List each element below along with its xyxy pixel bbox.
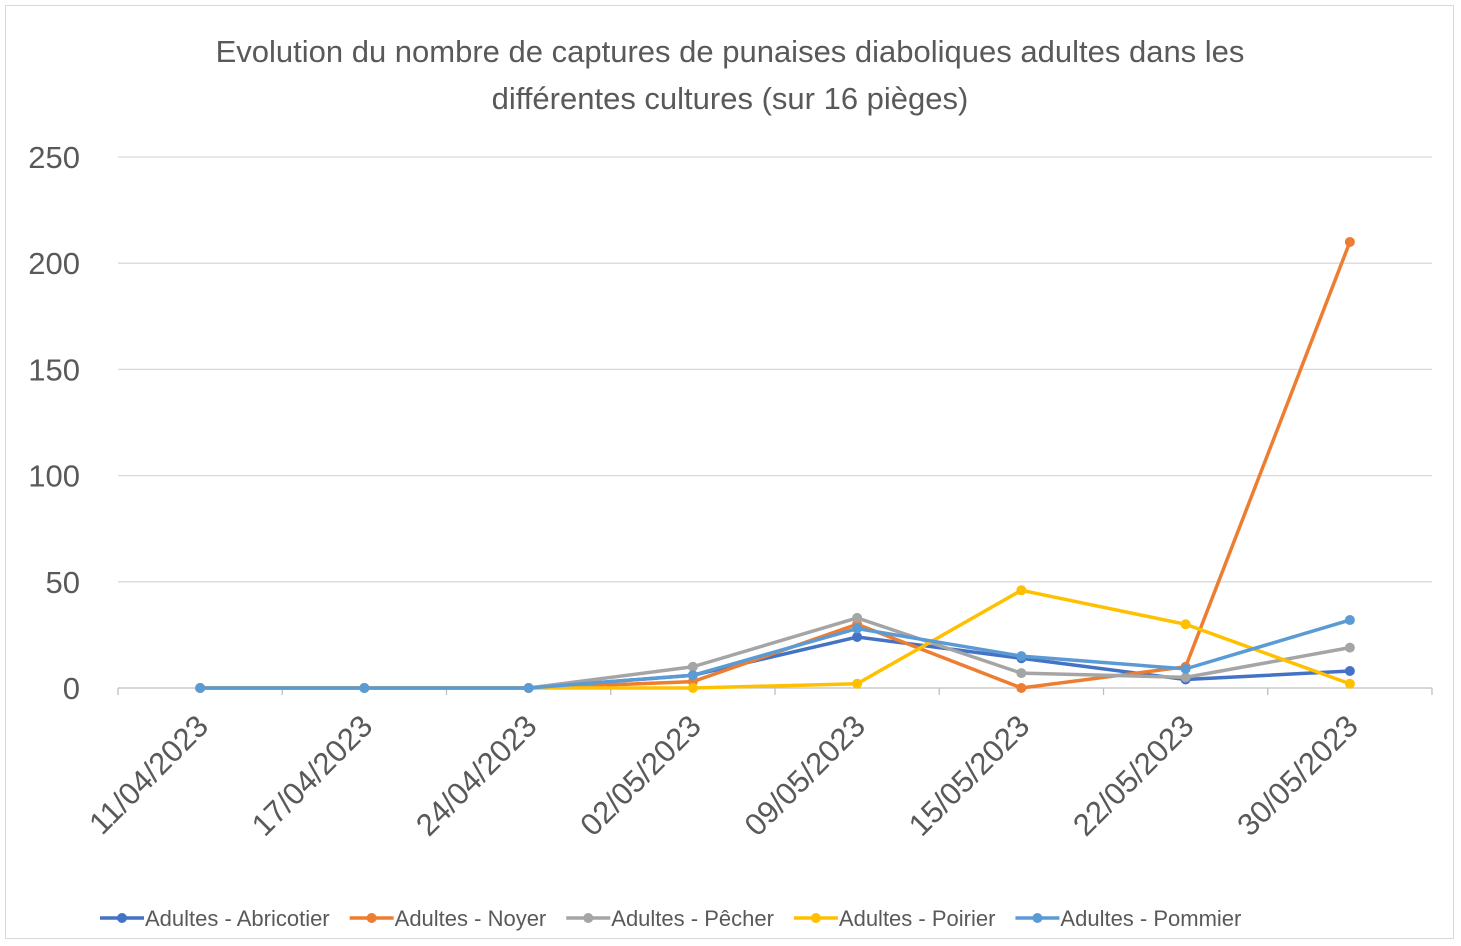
- y-tick-label: 100: [28, 459, 80, 494]
- legend-marker: [1032, 913, 1043, 923]
- series-marker: [687, 670, 698, 681]
- series-marker: [852, 612, 863, 623]
- series-line: [200, 618, 1351, 690]
- legend-marker: [117, 913, 127, 923]
- y-tick-label: 50: [46, 565, 80, 600]
- y-tick-label: 200: [28, 246, 80, 281]
- legend-marker: [583, 913, 594, 923]
- legend-label: Adultes - Noyer: [395, 906, 547, 931]
- series-marker: [359, 683, 370, 693]
- series-marker: [1180, 672, 1191, 683]
- y-tick-label: 250: [28, 140, 80, 175]
- series-marker: [1344, 615, 1355, 626]
- series-marker: [195, 683, 206, 693]
- x-tick-label: 02/05/2023: [573, 708, 707, 842]
- legend-label: Adultes - Abricotier: [145, 906, 330, 931]
- x-tick-label: 30/05/2023: [1230, 708, 1364, 842]
- series-marker: [1344, 666, 1355, 677]
- legend-label: Adultes - Pommier: [1060, 906, 1241, 931]
- x-tick-label: 24/04/2023: [409, 708, 543, 842]
- series-line: [200, 588, 1351, 690]
- legend-label: Adultes - Poirier: [839, 906, 996, 931]
- series-marker: [852, 632, 863, 643]
- series-marker: [1016, 651, 1027, 662]
- series-marker: [852, 678, 863, 689]
- series-marker: [1344, 678, 1355, 689]
- legend-label: Adultes - Pêcher: [611, 906, 774, 931]
- x-tick-label: 09/05/2023: [738, 708, 872, 842]
- chart-title: Evolution du nombre de captures de punai…: [215, 34, 1245, 116]
- series-marker: [523, 683, 534, 693]
- series-marker: [852, 623, 863, 634]
- x-tick-label: 15/05/2023: [902, 708, 1036, 842]
- y-tick-label: 0: [63, 671, 80, 706]
- series-marker: [687, 661, 698, 672]
- series-marker: [1344, 236, 1355, 247]
- series-marker: [1180, 663, 1191, 674]
- y-tick-label: 150: [28, 352, 80, 387]
- series-marker: [687, 683, 698, 693]
- series-marker: [1180, 619, 1191, 630]
- series-marker: [1016, 585, 1027, 596]
- series-marker: [1016, 683, 1027, 693]
- x-tick-label: 22/05/2023: [1066, 708, 1200, 842]
- series-line: [200, 635, 1350, 690]
- legend-marker: [810, 913, 821, 923]
- legend-marker: [366, 913, 377, 923]
- x-tick-label: 11/04/2023: [82, 708, 215, 841]
- series-marker: [1344, 642, 1355, 653]
- x-tick-label: 17/04/2023: [245, 708, 379, 842]
- chart-frame: [5, 5, 1454, 939]
- series-marker: [1016, 668, 1027, 679]
